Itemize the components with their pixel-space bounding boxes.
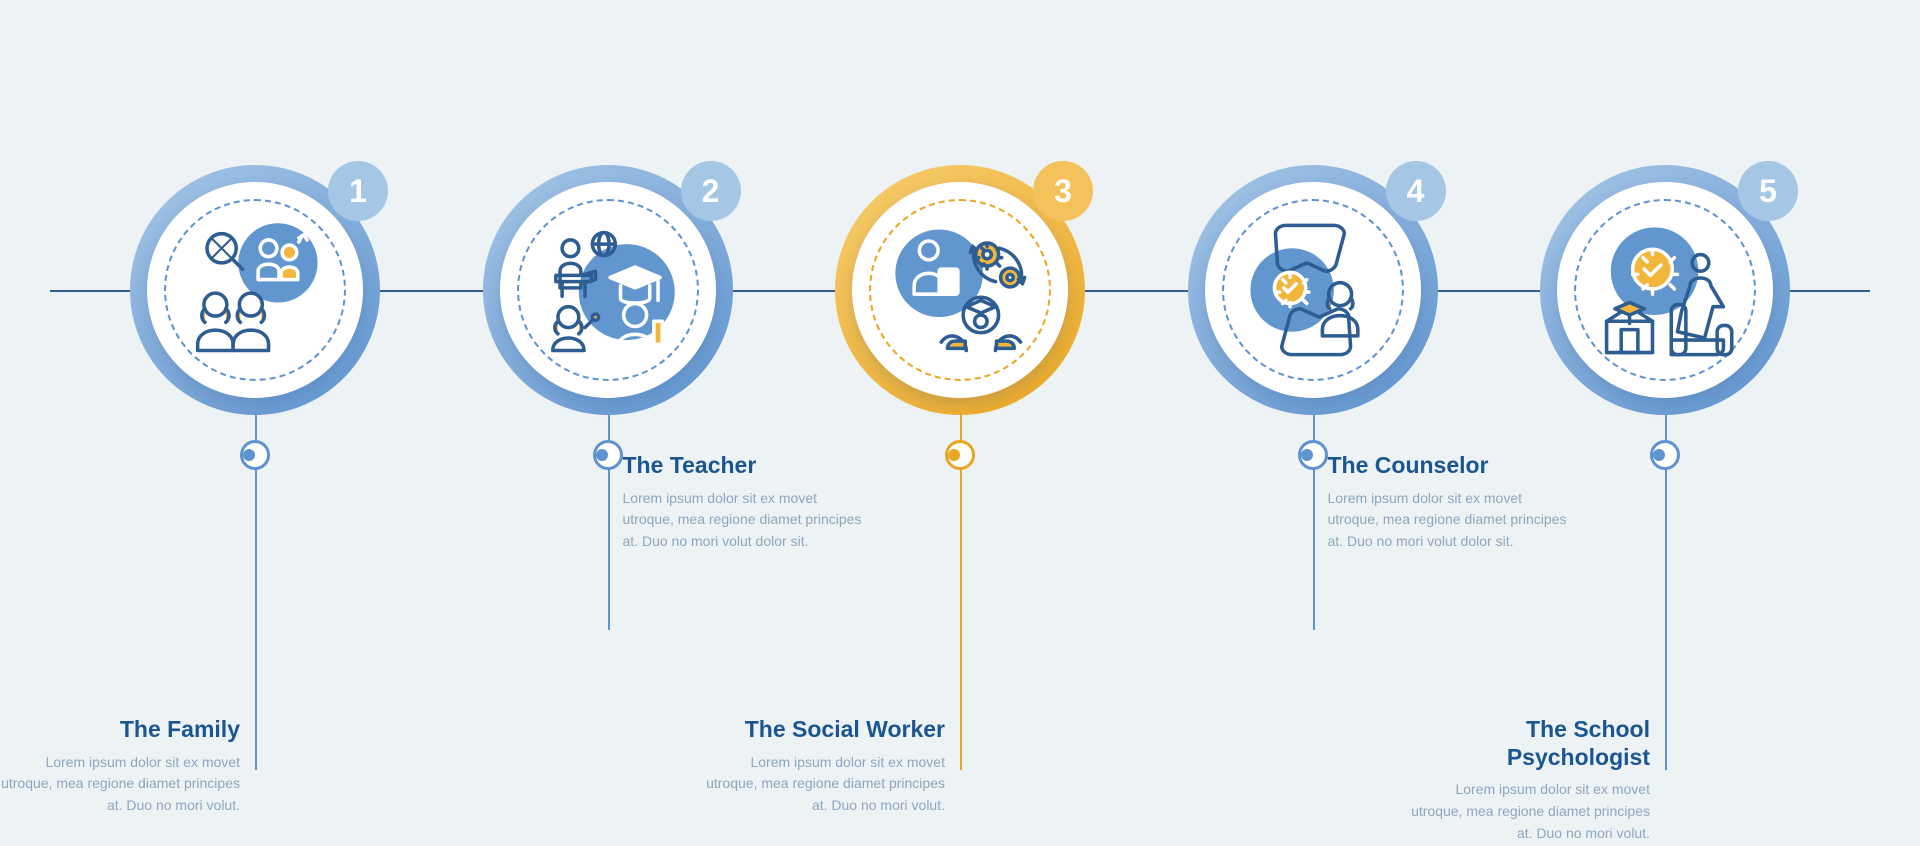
node-circle: 2 (483, 165, 733, 415)
node-icon (527, 209, 689, 371)
node-body: Lorem ipsum dolor sit ex movet utroque, … (705, 752, 945, 817)
node-circle: 4 (1188, 165, 1438, 415)
node-icon (1584, 209, 1746, 371)
node-body: Lorem ipsum dolor sit ex movet utroque, … (0, 752, 240, 817)
node-title: The Counselor (1328, 452, 1568, 480)
connector-dot-icon (593, 440, 623, 470)
node-text: The Family Lorem ipsum dolor sit ex movet… (0, 716, 240, 817)
node-title: The Teacher (623, 452, 863, 480)
node-title: The School Psychologist (1410, 716, 1650, 771)
number-badge: 1 (328, 161, 388, 221)
node-text: The Counselor Lorem ipsum dolor sit ex mo… (1328, 452, 1568, 553)
connector-dot-icon (1650, 440, 1680, 470)
node-text: The Social Worker Lorem ipsum dolor sit e… (705, 716, 945, 817)
connector-dot-icon (240, 440, 270, 470)
node-title: The Social Worker (705, 716, 945, 744)
node-body: Lorem ipsum dolor sit ex movet utroque, … (623, 488, 863, 553)
node-circle: 1 (130, 165, 380, 415)
node-icon (879, 209, 1041, 371)
node-icon (1232, 209, 1394, 371)
node-text: The School Psychologist Lorem ipsum dolor… (1410, 716, 1650, 844)
number-badge: 3 (1033, 161, 1093, 221)
number-badge: 4 (1386, 161, 1446, 221)
connector-dot-icon (1298, 440, 1328, 470)
node-circle: 3 (835, 165, 1085, 415)
node-text: The Teacher Lorem ipsum dolor sit ex move… (623, 452, 863, 553)
infographic-frame: 1The FamilyLorem ipsum dolor sit ex move… (50, 30, 1870, 816)
connector-dot-icon (945, 440, 975, 470)
number-badge: 2 (681, 161, 741, 221)
node-circle: 5 (1540, 165, 1790, 415)
node-body: Lorem ipsum dolor sit ex movet utroque, … (1328, 488, 1568, 553)
node-icon (174, 209, 336, 371)
number-badge: 5 (1738, 161, 1798, 221)
node-title: The Family (0, 716, 240, 744)
node-body: Lorem ipsum dolor sit ex movet utroque, … (1410, 779, 1650, 844)
